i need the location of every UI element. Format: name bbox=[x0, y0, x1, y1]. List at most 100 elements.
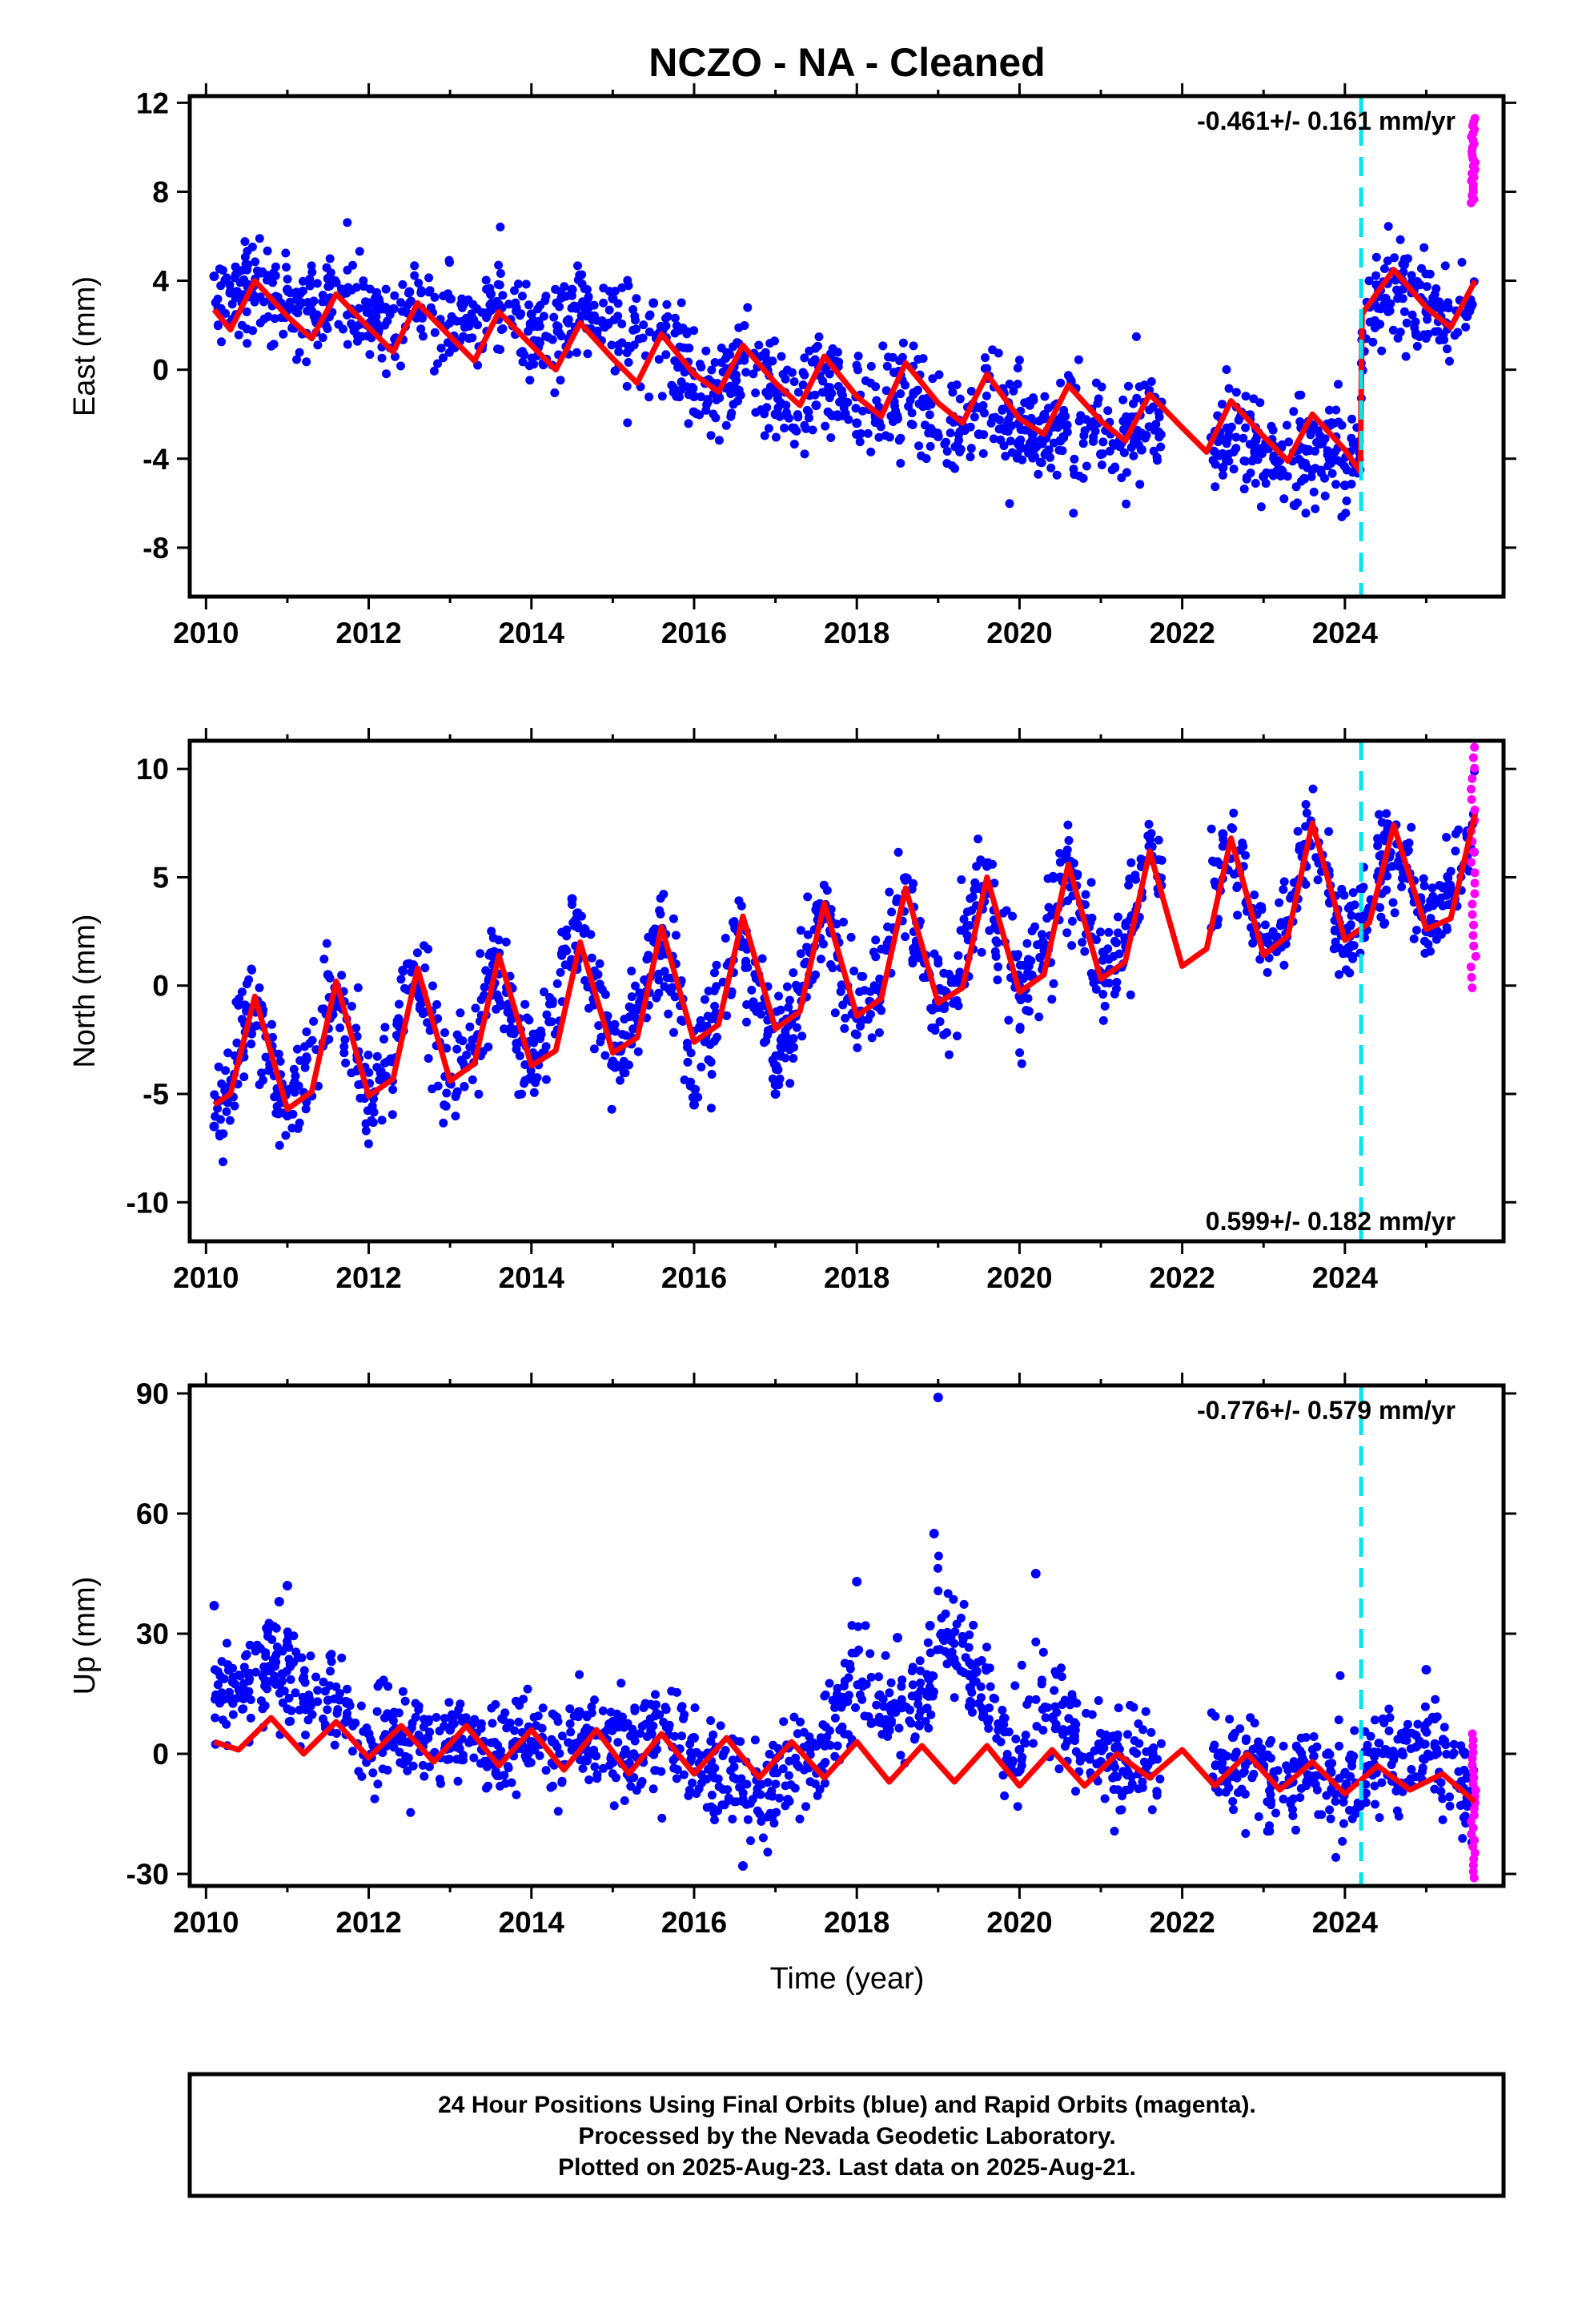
north-final-point bbox=[624, 1002, 634, 1011]
east-final-point bbox=[940, 440, 950, 449]
north-final-point bbox=[1104, 927, 1114, 937]
up-final-point bbox=[557, 1731, 567, 1741]
east-final-point bbox=[1070, 470, 1079, 479]
north-final-point bbox=[853, 1043, 862, 1052]
up-final-point bbox=[1155, 1775, 1165, 1783]
up-final-point bbox=[794, 1762, 804, 1771]
up-final-point bbox=[972, 1667, 982, 1677]
east-final-point bbox=[789, 377, 799, 387]
east-final-point bbox=[1040, 392, 1050, 401]
east-final-point bbox=[1224, 425, 1234, 435]
up-final-point bbox=[378, 1748, 387, 1757]
east-final-point bbox=[1259, 472, 1269, 481]
north-final-point bbox=[529, 1038, 539, 1047]
up-final-point bbox=[813, 1791, 822, 1800]
up-final-point bbox=[1366, 1731, 1375, 1741]
up-x-tick-label: 2024 bbox=[1312, 1906, 1379, 1939]
north-final-point bbox=[1124, 880, 1134, 890]
up-final-point bbox=[713, 1774, 723, 1783]
north-final-point bbox=[1426, 914, 1435, 923]
east-final-point bbox=[1284, 437, 1294, 447]
east-final-point bbox=[584, 292, 593, 302]
up-final-point bbox=[1002, 1750, 1012, 1759]
up-final-point bbox=[837, 1699, 847, 1709]
north-final-point bbox=[784, 1003, 793, 1012]
north-final-point bbox=[452, 1030, 462, 1039]
east-final-point bbox=[312, 279, 322, 288]
north-final-point bbox=[968, 892, 978, 902]
north-final-point bbox=[693, 1092, 703, 1102]
up-final-point bbox=[1230, 1751, 1239, 1761]
east-final-point bbox=[347, 319, 356, 328]
east-final-point bbox=[677, 377, 686, 387]
east-final-point bbox=[255, 234, 264, 243]
east-final-point bbox=[1371, 252, 1381, 262]
north-model-curve bbox=[212, 814, 1478, 1112]
up-final-point bbox=[373, 1682, 383, 1691]
east-final-point bbox=[524, 300, 533, 310]
north-final-point bbox=[774, 991, 783, 1001]
east-final-point bbox=[1002, 420, 1012, 429]
east-final-point bbox=[893, 413, 903, 424]
east-final-point bbox=[592, 326, 602, 336]
up-final-point bbox=[293, 1653, 303, 1663]
east-final-point bbox=[313, 340, 323, 350]
east-final-point bbox=[1388, 325, 1398, 335]
east-final-point bbox=[764, 424, 773, 433]
east-final-point bbox=[914, 441, 924, 451]
up-final-point bbox=[998, 1706, 1007, 1715]
up-final-point bbox=[1309, 1751, 1319, 1761]
up-final-point bbox=[923, 1638, 933, 1647]
up-final-point bbox=[611, 1773, 620, 1783]
north-final-point bbox=[1394, 862, 1403, 871]
east-final-point bbox=[639, 320, 648, 330]
north-final-point bbox=[840, 1023, 849, 1033]
up-rapid-point bbox=[1468, 1747, 1478, 1757]
up-final-point bbox=[330, 1694, 339, 1703]
east-final-point bbox=[1268, 471, 1278, 480]
east-final-point bbox=[669, 383, 678, 392]
east-final-point bbox=[1331, 405, 1341, 415]
east-final-point bbox=[209, 271, 219, 281]
north-rapid-point bbox=[1468, 899, 1477, 909]
north-final-point bbox=[774, 1080, 784, 1090]
north-final-point bbox=[520, 1060, 530, 1069]
up-final-point bbox=[1460, 1747, 1470, 1757]
up-final-point bbox=[408, 1719, 417, 1728]
north-final-point bbox=[683, 1039, 692, 1047]
east-final-point bbox=[493, 344, 502, 354]
north-final-point bbox=[700, 995, 709, 1004]
up-final-point bbox=[926, 1686, 935, 1695]
north-final-point bbox=[796, 949, 805, 959]
east-final-point bbox=[381, 284, 391, 294]
up-final-point bbox=[1431, 1695, 1440, 1704]
north-final-point bbox=[792, 1023, 801, 1032]
up-final-point bbox=[685, 1785, 694, 1795]
up-final-point bbox=[432, 1713, 441, 1722]
north-rapid-point bbox=[1469, 920, 1479, 930]
up-final-point bbox=[1393, 1735, 1403, 1744]
east-final-point bbox=[733, 396, 742, 406]
east-final-point bbox=[504, 300, 514, 309]
up-final-point bbox=[564, 1738, 573, 1747]
east-final-point bbox=[259, 314, 269, 324]
up-final-point bbox=[372, 1707, 382, 1716]
up-final-point bbox=[1324, 1759, 1334, 1769]
north-final-point bbox=[536, 1030, 546, 1039]
east-final-point bbox=[1241, 423, 1251, 432]
up-final-point bbox=[1338, 1836, 1347, 1846]
up-final-point bbox=[1420, 1702, 1430, 1711]
north-final-point bbox=[214, 1062, 223, 1072]
up-final-point bbox=[1218, 1758, 1227, 1767]
east-final-point bbox=[1052, 470, 1062, 480]
east-final-point bbox=[889, 397, 899, 406]
up-final-point bbox=[1058, 1725, 1068, 1735]
north-final-point bbox=[627, 992, 636, 1002]
up-final-point bbox=[1030, 1569, 1041, 1578]
north-final-point bbox=[1346, 920, 1355, 930]
up-final-point bbox=[1347, 1761, 1357, 1771]
east-final-point bbox=[717, 358, 726, 368]
north-final-point bbox=[841, 1013, 850, 1023]
north-final-point bbox=[339, 1042, 349, 1051]
east-final-point bbox=[917, 451, 926, 460]
